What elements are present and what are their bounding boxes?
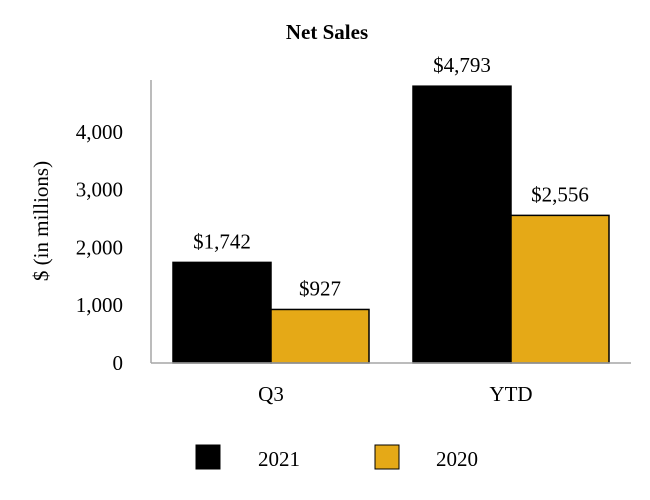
legend-label-2021: 2021: [258, 447, 300, 471]
y-tick-label: 0: [113, 351, 124, 375]
data-label-2021-Q3: $1,742: [193, 229, 251, 253]
y-tick-labels: 0 1,000 2,000 3,000 4,000: [76, 120, 123, 375]
chart-title: Net Sales: [286, 20, 368, 44]
x-tick-label-Q3: Q3: [258, 382, 284, 406]
data-label-2021-YTD: $4,793: [433, 53, 491, 77]
bar-2021-YTD: [412, 85, 512, 364]
y-tick-label: 1,000: [76, 293, 123, 317]
bars: [172, 85, 610, 364]
data-label-2020-Q3: $927: [299, 276, 341, 300]
legend-label-2020: 2020: [436, 447, 478, 471]
y-tick-label: 2,000: [76, 235, 123, 259]
bar-2020-YTD: [510, 214, 610, 364]
y-tick-label: 4,000: [76, 120, 123, 144]
bar-2020-Q3: [270, 308, 370, 364]
bar-2021-Q3: [172, 261, 272, 364]
data-labels: $1,742 $927 $4,793 $2,556: [193, 53, 589, 300]
legend: 2021 2020: [195, 444, 478, 471]
y-tick-label: 3,000: [76, 178, 123, 202]
x-tick-labels: Q3 YTD: [258, 382, 532, 406]
data-label-2020-YTD: $2,556: [531, 182, 589, 206]
y-axis-label: $ (in millions): [29, 161, 53, 281]
x-tick-label-YTD: YTD: [489, 382, 532, 406]
legend-swatch-2021: [195, 444, 221, 470]
legend-swatch-2020: [374, 444, 400, 470]
